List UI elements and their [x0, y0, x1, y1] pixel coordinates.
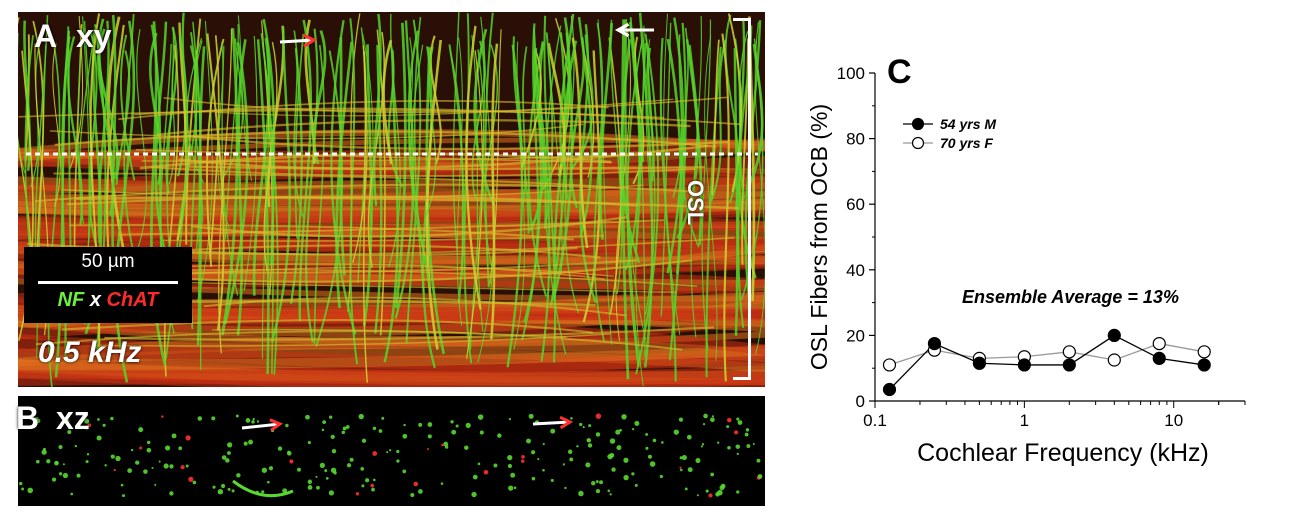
scale-bar-label: 50 µm — [81, 251, 135, 272]
data-point-open — [1152, 337, 1166, 351]
series-line-0 — [889, 334, 1205, 390]
data-point-open — [1197, 345, 1211, 359]
data-point-filled — [972, 356, 987, 370]
panel-c-letter: C — [887, 53, 912, 91]
data-point-filled — [882, 382, 897, 397]
confocal-image-xz — [18, 396, 765, 506]
legend-marker-filled — [911, 117, 925, 131]
series-line-1 — [889, 342, 1205, 366]
x-axis-title: Cochlear Frequency (kHz) — [917, 439, 1209, 467]
legend-label: 70 yrs F — [940, 135, 993, 151]
panel-b-letter: B — [16, 400, 40, 436]
data-point-open — [1062, 345, 1076, 359]
y-tick-label: 40 — [846, 261, 865, 280]
y-axis-title: OSL Fibers from OCB (%) — [806, 104, 832, 370]
panel-a-letter: A — [34, 18, 58, 54]
panel-b-view-label: xz — [56, 400, 90, 436]
y-tick-label: 0 — [856, 392, 865, 411]
x-tick-label: 0.1 — [863, 411, 887, 430]
stain-legend: NF x ChAT — [24, 289, 192, 312]
legend-marker-open — [911, 136, 925, 150]
y-tick-label: 20 — [846, 326, 865, 345]
osl-bracket — [733, 18, 753, 380]
x-tick-label: 1 — [1020, 411, 1029, 430]
data-point-filled — [1107, 328, 1121, 342]
scale-bar — [38, 281, 178, 284]
y-tick-label: 60 — [846, 195, 865, 214]
panel-a-view-label: xy — [76, 18, 112, 54]
data-point-filled — [1017, 358, 1031, 372]
data-point-filled — [1062, 358, 1076, 372]
frequency-label: 0.5 kHz — [38, 336, 142, 369]
stain-chat-label: ChAT — [106, 289, 159, 311]
stain-nf-label: NF — [57, 289, 85, 311]
chart-panel: 0 20 40 60 80 100 0.1 1 10 Cochlear Frequency (kH… — [790, 20, 1290, 520]
x-tick-label: 10 — [1164, 411, 1183, 430]
data-point-open — [1107, 353, 1121, 367]
data-point-open — [882, 358, 897, 372]
ensemble-average-annotation: Ensemble Average = 13% — [962, 287, 1179, 307]
confocal-image-xy: 50 µm NF x ChAT — [18, 12, 765, 387]
osl-fiber-chart: 0 20 40 60 80 100 0.1 1 10 Cochlear Frequency (kH… — [806, 53, 1246, 467]
osl-bracket-label: OSL — [683, 180, 708, 226]
scale-and-stain-box: 50 µm NF x ChAT — [24, 247, 192, 323]
data-point-filled — [927, 337, 942, 351]
micrograph-xy — [18, 12, 765, 387]
y-tick-label: 80 — [846, 130, 865, 149]
data-point-filled — [1152, 351, 1166, 365]
legend-label: 54 yrs M — [940, 116, 996, 132]
y-tick-label: 100 — [837, 64, 865, 83]
micrograph-xz — [19, 413, 763, 498]
stain-x-label: x — [89, 289, 101, 311]
data-point-filled — [1197, 358, 1211, 372]
